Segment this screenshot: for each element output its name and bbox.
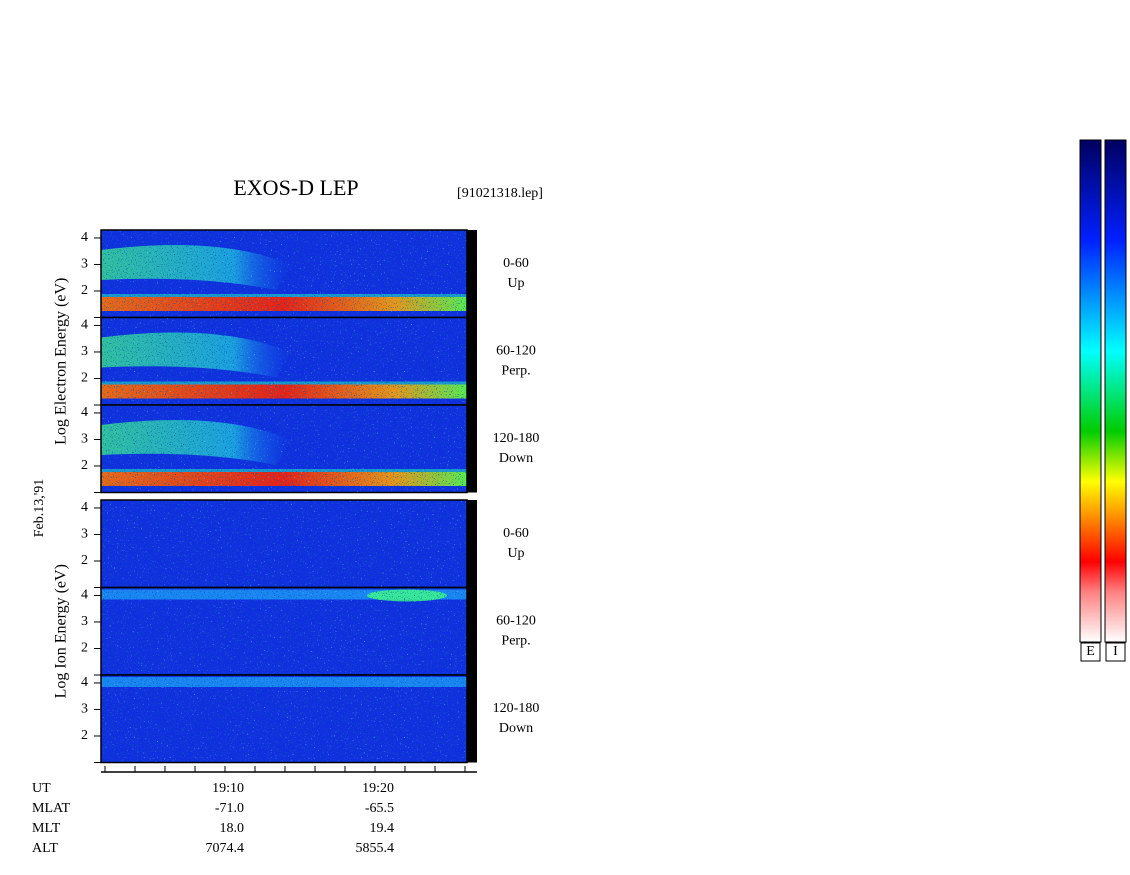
y-tick-label: 3 — [81, 344, 88, 359]
direction: Perp. — [501, 633, 530, 648]
direction: Up — [507, 546, 524, 561]
row-label: ALT — [32, 841, 58, 856]
colorbar-label: I — [1113, 644, 1118, 659]
y-tick-label: 2 — [81, 283, 88, 298]
y-tick-label: 2 — [81, 728, 88, 743]
pitch-angle: 0-60 — [503, 526, 529, 541]
y-tick-label: 2 — [81, 641, 88, 656]
spectrogram-noise — [101, 675, 467, 763]
ephemeris-value: 19:20 — [362, 781, 394, 796]
ephemeris-value: 19:10 — [212, 781, 244, 796]
y-tick-label: 3 — [81, 257, 88, 272]
y-axis-label: Log Electron Energy (eV) — [53, 278, 70, 445]
spectrogram-noise — [101, 587, 467, 675]
row-label: MLAT — [32, 801, 71, 816]
spectrogram-noise — [101, 230, 467, 318]
y-tick-label: 3 — [81, 614, 88, 629]
data-gap — [467, 405, 477, 493]
file-name: [91021318.lep] — [457, 186, 543, 201]
y-tick-label: 4 — [81, 318, 88, 333]
direction: Perp. — [501, 363, 530, 378]
y-tick-label: 2 — [81, 553, 88, 568]
data-gap — [467, 230, 477, 318]
direction: Up — [507, 276, 524, 291]
pitch-angle: 60-120 — [496, 343, 536, 358]
ephemeris-value: -65.5 — [365, 801, 394, 816]
panel-frame — [100, 674, 468, 764]
direction: Down — [499, 721, 533, 736]
colorbar-box — [1105, 642, 1126, 662]
y-tick-label: 4 — [81, 230, 88, 245]
ephemeris-value: 18.0 — [220, 821, 245, 836]
spectrogram-noise — [101, 317, 467, 405]
y-tick-label: 2 — [81, 371, 88, 386]
pitch-angle: 60-120 — [496, 613, 536, 628]
colorbar-box — [1080, 642, 1101, 662]
y-tick-label: 4 — [81, 675, 88, 690]
data-gap — [467, 317, 477, 405]
colorbar-label: E — [1086, 644, 1095, 659]
ephemeris-value: -71.0 — [215, 801, 244, 816]
pitch-angle: 120-180 — [493, 431, 540, 446]
y-tick-label: 3 — [81, 527, 88, 542]
colorbar — [1079, 139, 1102, 643]
title: EXOS-D LEP — [233, 175, 358, 200]
pitch-angle: 120-180 — [493, 701, 540, 716]
pitch-angle: 0-60 — [503, 256, 529, 271]
panel-frame — [100, 404, 468, 494]
y-tick-label: 4 — [81, 588, 88, 603]
row-label: MLT — [32, 821, 61, 836]
data-gap — [467, 675, 477, 763]
ephemeris-value: 7074.4 — [206, 841, 245, 856]
row-label: UT — [32, 781, 51, 796]
data-gap — [467, 587, 477, 675]
y-tick-label: 4 — [81, 405, 88, 420]
y-tick-label: 3 — [81, 702, 88, 717]
y-axis-label: Log Ion Energy (eV) — [53, 564, 70, 698]
y-tick-label: 2 — [81, 458, 88, 473]
spectrogram-noise — [101, 500, 467, 588]
ephemeris-value: 5855.4 — [356, 841, 395, 856]
data-gap — [467, 500, 477, 588]
date: Feb.13,'91 — [32, 479, 47, 538]
y-tick-label: 3 — [81, 432, 88, 447]
y-tick-label: 4 — [81, 500, 88, 515]
ephemeris-value: 19.4 — [370, 821, 395, 836]
spectrogram-noise — [101, 405, 467, 493]
direction: Down — [499, 451, 533, 466]
colorbar — [1104, 139, 1127, 643]
